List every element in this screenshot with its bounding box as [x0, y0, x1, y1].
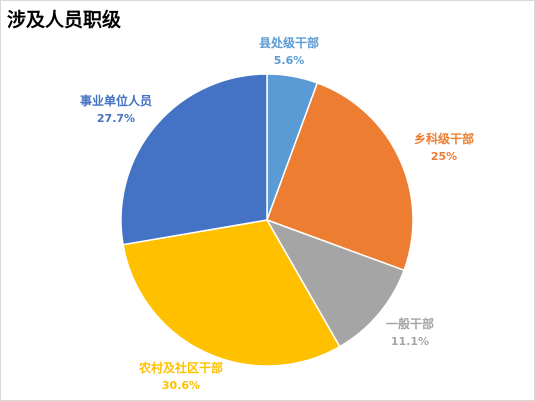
slice-value-general-staff: 11.1%	[391, 335, 429, 348]
slice-label-general-staff: 一般干部	[386, 316, 434, 331]
slice-value-county-level: 5.6%	[274, 54, 305, 67]
slice-label-rural-community: 农村及社区干部	[138, 360, 223, 375]
slice-value-township-level: 25%	[431, 150, 457, 163]
pie-slice-rural-community	[122, 219, 341, 367]
slice-label-county-level: 县处级干部	[259, 35, 319, 50]
pie-labels: 县处级干部 5.6% 乡科级干部 25% 一般干部 11.1% 农村及社区干部 30.6% 事业…	[80, 35, 474, 392]
pie-slice-general-staff	[265, 218, 406, 348]
slice-label-township-level: 乡科级干部	[414, 131, 474, 146]
chart-title: 涉及人员职级	[7, 9, 122, 31]
slice-value-public-institution: 27.7%	[97, 112, 135, 125]
slice-label-public-institution: 事业单位人员	[80, 93, 152, 108]
pie-slices	[120, 73, 414, 367]
pie-slice-public-institution	[120, 73, 268, 246]
slice-value-rural-community: 30.6%	[162, 379, 200, 392]
pie-slice-township-level	[266, 81, 414, 272]
